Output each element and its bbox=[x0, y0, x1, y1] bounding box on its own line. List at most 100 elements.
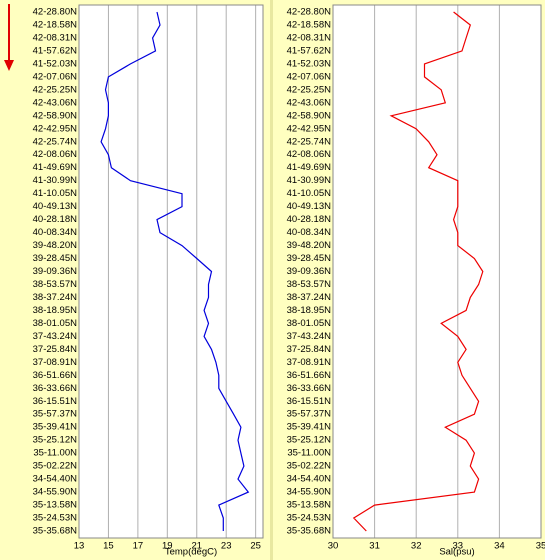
y-tick-label: 36-15.51N bbox=[287, 396, 332, 407]
y-tick-label: 42-28.80N bbox=[287, 7, 332, 18]
y-tick-label: 34-54.40N bbox=[287, 474, 332, 485]
x-tick-label: 35 bbox=[536, 541, 545, 552]
x-tick-label: 15 bbox=[103, 541, 114, 552]
panel-divider bbox=[270, 0, 273, 560]
y-tick-label: 39-28.45N bbox=[287, 253, 332, 264]
y-tick-label: 35-24.53N bbox=[287, 513, 332, 524]
y-tick-label: 42-18.58N bbox=[33, 19, 78, 30]
y-tick-label: 41-49.69N bbox=[287, 162, 332, 173]
x-tick-label: 17 bbox=[133, 541, 144, 552]
data-line bbox=[100, 11, 250, 531]
x-tick-label: 23 bbox=[221, 541, 232, 552]
y-tick-label: 42-25.25N bbox=[33, 84, 78, 95]
y-tick-label: 42-43.06N bbox=[287, 97, 332, 108]
y-tick-label: 42-25.74N bbox=[33, 136, 78, 147]
y-tick-label: 36-15.51N bbox=[33, 396, 78, 407]
direction-arrow bbox=[4, 4, 14, 71]
y-tick-label: 40-08.34N bbox=[33, 227, 78, 238]
plot-frame bbox=[78, 4, 264, 539]
y-tick-label: 37-25.84N bbox=[287, 344, 332, 355]
y-tick-label: 36-33.66N bbox=[33, 383, 78, 394]
y-tick-label: 39-09.36N bbox=[287, 266, 332, 277]
y-tick-label: 37-43.24N bbox=[287, 331, 332, 342]
y-tick-label: 39-48.20N bbox=[33, 240, 78, 251]
y-tick-label: 35-39.41N bbox=[33, 422, 78, 433]
y-tick-label: 37-43.24N bbox=[33, 331, 78, 342]
y-tick-label: 42-42.95N bbox=[287, 123, 332, 134]
y-tick-label: 35-25.12N bbox=[287, 435, 332, 446]
y-tick-label: 42-08.31N bbox=[33, 32, 78, 43]
plot-frame bbox=[332, 4, 542, 539]
y-tick-label: 38-01.05N bbox=[33, 318, 78, 329]
y-tick-label: 40-28.18N bbox=[33, 214, 78, 225]
y-tick-label: 41-30.99N bbox=[33, 175, 78, 186]
plot-area bbox=[79, 5, 263, 538]
y-tick-label: 42-08.31N bbox=[287, 32, 332, 43]
y-tick-label: 35-02.22N bbox=[287, 461, 332, 472]
x-tick-label: 13 bbox=[74, 541, 85, 552]
y-tick-label: 37-08.91N bbox=[33, 357, 78, 368]
y-tick-label: 39-28.45N bbox=[33, 253, 78, 264]
y-tick-label: 41-10.05N bbox=[287, 188, 332, 199]
y-tick-label: 36-33.66N bbox=[287, 383, 332, 394]
x-tick-label: 34 bbox=[494, 541, 505, 552]
x-tick-label: 21 bbox=[191, 541, 202, 552]
x-tick-label: 33 bbox=[453, 541, 464, 552]
y-tick-label: 42-08.06N bbox=[33, 149, 78, 160]
y-tick-label: 35-11.00N bbox=[33, 448, 77, 459]
y-tick-label: 41-10.05N bbox=[33, 188, 78, 199]
y-tick-label: 38-53.57N bbox=[33, 279, 78, 290]
y-tick-label: 42-58.90N bbox=[287, 110, 332, 121]
y-tick-label: 35-57.37N bbox=[287, 409, 332, 420]
y-tick-label: 36-51.66N bbox=[33, 370, 78, 381]
y-tick-label: 38-53.57N bbox=[287, 279, 332, 290]
y-tick-label: 41-57.62N bbox=[287, 45, 332, 56]
y-tick-label: 40-49.13N bbox=[33, 201, 78, 212]
y-tick-label: 35-02.22N bbox=[33, 461, 78, 472]
y-tick-label: 35-13.58N bbox=[33, 500, 78, 511]
y-tick-label: 41-30.99N bbox=[287, 175, 332, 186]
y-tick-label: 35-35.68N bbox=[33, 526, 78, 537]
y-tick-label: 36-51.66N bbox=[287, 370, 332, 381]
y-tick-label: 42-25.74N bbox=[287, 136, 332, 147]
y-tick-label: 42-42.95N bbox=[33, 123, 78, 134]
y-tick-label: 38-37.24N bbox=[287, 292, 332, 303]
y-tick-label: 38-01.05N bbox=[287, 318, 332, 329]
y-tick-label: 41-52.03N bbox=[33, 58, 78, 69]
y-tick-label: 35-57.37N bbox=[33, 409, 78, 420]
y-tick-label: 42-07.06N bbox=[33, 71, 78, 82]
y-tick-label: 35-25.12N bbox=[33, 435, 78, 446]
y-tick-label: 37-25.84N bbox=[33, 344, 78, 355]
data-line bbox=[352, 11, 484, 532]
y-tick-label: 40-08.34N bbox=[287, 227, 332, 238]
y-tick-label: 35-11.00N bbox=[287, 448, 331, 459]
y-tick-label: 41-57.62N bbox=[33, 45, 78, 56]
x-tick-label: 30 bbox=[328, 541, 339, 552]
y-tick-label: 35-13.58N bbox=[287, 500, 332, 511]
y-tick-label: 42-58.90N bbox=[33, 110, 78, 121]
y-tick-label: 38-18.95N bbox=[33, 305, 78, 316]
x-tick-label: 25 bbox=[250, 541, 261, 552]
y-tick-label: 34-55.90N bbox=[33, 487, 78, 498]
y-tick-label: 34-55.90N bbox=[287, 487, 332, 498]
y-tick-label: 41-49.69N bbox=[33, 162, 78, 173]
y-tick-label: 42-07.06N bbox=[287, 71, 332, 82]
x-axis-label: Sal(psu) bbox=[439, 547, 474, 558]
y-tick-label: 42-08.06N bbox=[287, 149, 332, 160]
y-tick-label: 41-52.03N bbox=[287, 58, 332, 69]
y-tick-label: 35-39.41N bbox=[287, 422, 332, 433]
y-tick-label: 40-28.18N bbox=[287, 214, 332, 225]
x-tick-label: 19 bbox=[162, 541, 173, 552]
y-tick-label: 39-48.20N bbox=[287, 240, 332, 251]
x-tick-label: 32 bbox=[411, 541, 422, 552]
y-tick-label: 38-18.95N bbox=[287, 305, 332, 316]
y-tick-label: 42-18.58N bbox=[287, 19, 332, 30]
y-tick-label: 38-37.24N bbox=[33, 292, 78, 303]
x-tick-label: 31 bbox=[369, 541, 380, 552]
plot-area bbox=[333, 5, 541, 538]
y-tick-label: 34-54.40N bbox=[33, 474, 78, 485]
y-tick-label: 35-35.68N bbox=[287, 526, 332, 537]
y-tick-label: 39-09.36N bbox=[33, 266, 78, 277]
y-tick-label: 37-08.91N bbox=[287, 357, 332, 368]
